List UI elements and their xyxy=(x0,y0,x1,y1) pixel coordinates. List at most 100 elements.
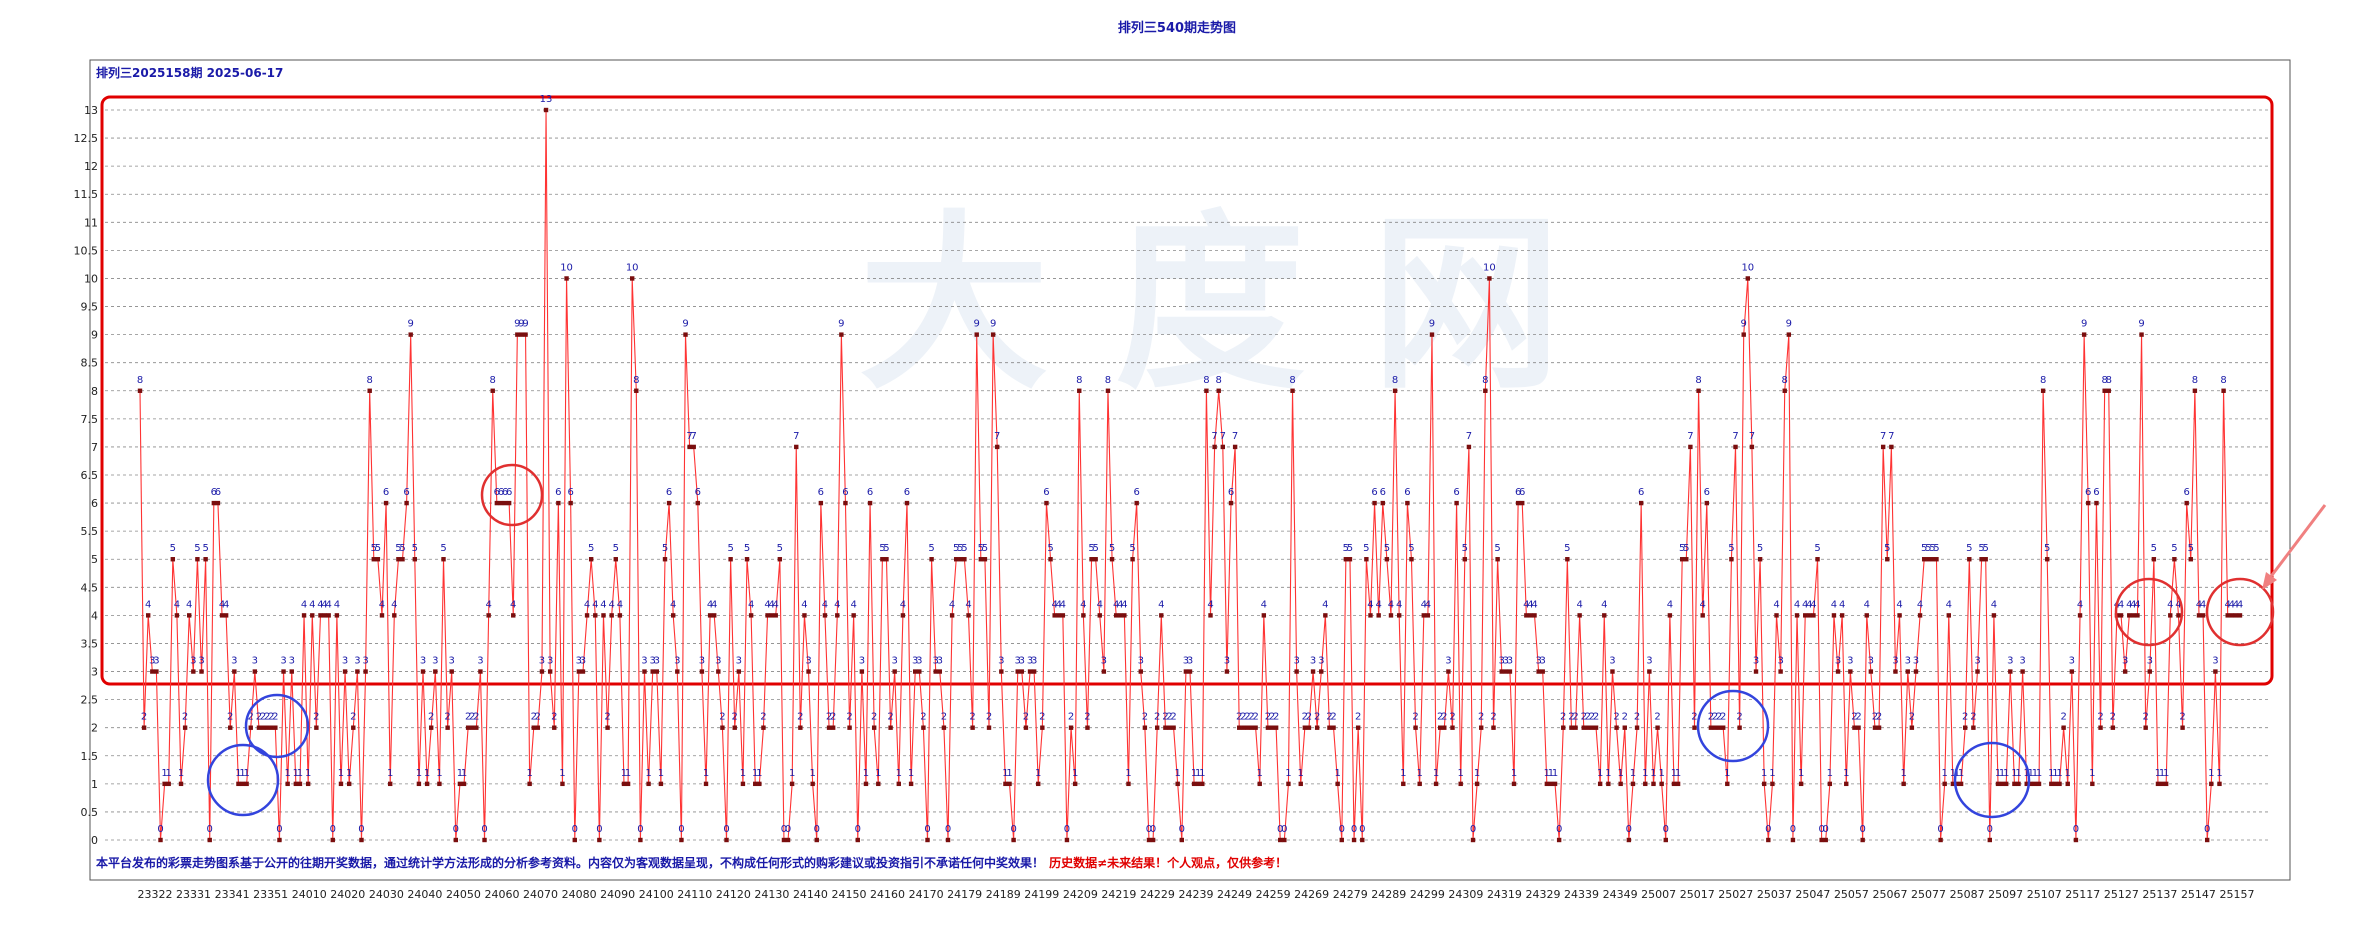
data-point xyxy=(1831,613,1837,618)
data-label: 2 xyxy=(986,712,992,723)
data-label: 1 xyxy=(1671,768,1677,779)
data-label: 7 xyxy=(1732,431,1738,442)
data-label: 6 xyxy=(383,487,389,498)
data-label: 2 xyxy=(264,712,270,723)
x-tick-label: 24349 xyxy=(1603,888,1638,901)
data-point xyxy=(904,500,910,506)
data-label: 5 xyxy=(1047,543,1053,554)
data-label: 1 xyxy=(1769,768,1775,779)
data-label: 8 xyxy=(1782,375,1788,386)
data-point xyxy=(1589,725,1595,730)
data-label: 4 xyxy=(145,599,151,610)
x-tick-label: 23331 xyxy=(176,888,211,901)
data-label: 5 xyxy=(744,543,750,554)
data-point xyxy=(1179,837,1184,843)
data-point xyxy=(482,837,487,843)
data-point xyxy=(1975,669,1980,674)
data-point xyxy=(404,500,409,506)
data-label: 3 xyxy=(1138,656,1144,667)
data-label: 0 xyxy=(1359,824,1365,835)
x-tick-label: 24199 xyxy=(1024,888,1059,901)
data-label: 5 xyxy=(1983,543,1989,554)
data-label: 4 xyxy=(1531,599,1537,610)
data-point xyxy=(162,781,167,787)
data-point xyxy=(486,613,491,618)
data-label: 8 xyxy=(367,375,373,386)
data-point xyxy=(187,613,192,618)
data-label: 6 xyxy=(2093,487,2099,498)
data-point xyxy=(687,444,692,450)
data-label: 2 xyxy=(1560,712,1566,723)
data-label: 3 xyxy=(280,656,286,667)
data-label: 9 xyxy=(974,319,980,330)
data-label: 1 xyxy=(387,768,393,779)
data-label: 3 xyxy=(1507,656,1513,667)
data-point xyxy=(1351,837,1357,843)
data-point xyxy=(1696,388,1701,393)
data-point xyxy=(986,725,992,730)
data-point xyxy=(1946,613,1951,618)
data-label: 8 xyxy=(2220,375,2226,386)
data-point xyxy=(642,669,647,674)
data-point xyxy=(1093,557,1098,562)
y-tick-label: 0 xyxy=(91,834,98,847)
data-label: 1 xyxy=(1548,768,1554,779)
data-label: 3 xyxy=(1027,656,1033,667)
data-label: 7 xyxy=(1880,431,1886,442)
data-point xyxy=(995,444,1000,450)
data-point xyxy=(1671,781,1677,787)
data-label: 2 xyxy=(1712,712,1718,723)
data-point xyxy=(1860,837,1865,843)
data-label: 3 xyxy=(362,656,368,667)
data-point xyxy=(174,613,180,618)
data-point xyxy=(1876,725,1882,730)
data-point xyxy=(182,725,188,730)
x-tick-label: 24329 xyxy=(1526,888,1561,901)
data-point xyxy=(765,613,770,618)
data-label: 3 xyxy=(736,656,742,667)
data-point xyxy=(1183,669,1189,674)
x-tick-label: 25057 xyxy=(1834,888,1869,901)
series-trend-line xyxy=(137,107,2243,843)
data-point xyxy=(1257,781,1262,787)
data-point xyxy=(1446,669,1451,674)
data-label: 1 xyxy=(2032,768,2038,779)
data-label: 3 xyxy=(190,656,196,667)
data-point xyxy=(1253,725,1258,730)
data-point xyxy=(580,669,586,674)
data-point xyxy=(588,557,594,562)
data-label: 1 xyxy=(2011,768,2017,779)
data-point xyxy=(1606,781,1611,787)
data-point xyxy=(720,725,725,730)
data-label: 2 xyxy=(2060,712,2066,723)
data-label: 2 xyxy=(760,712,766,723)
data-label: 0 xyxy=(481,824,487,835)
data-point xyxy=(1241,725,1246,730)
data-label: 0 xyxy=(1470,824,1476,835)
data-label: 4 xyxy=(949,599,955,610)
data-point xyxy=(1999,781,2005,787)
data-label: 3 xyxy=(2069,656,2075,667)
data-label: 5 xyxy=(194,543,200,554)
data-point xyxy=(593,613,598,618)
data-point xyxy=(1556,837,1562,843)
data-label: 2 xyxy=(871,712,877,723)
data-point xyxy=(1003,781,1008,787)
data-point xyxy=(1064,837,1070,843)
data-label: 3 xyxy=(432,656,438,667)
data-point xyxy=(1675,781,1681,787)
data-label: 2 xyxy=(227,712,233,723)
data-point xyxy=(1712,725,1718,730)
data-point xyxy=(839,332,844,337)
data-label: 1 xyxy=(1334,768,1340,779)
data-label: 3 xyxy=(1753,656,1759,667)
data-point xyxy=(1848,669,1853,674)
data-point xyxy=(1507,669,1513,674)
data-point xyxy=(1991,613,1997,618)
data-point xyxy=(1220,444,1226,450)
data-label: 0 xyxy=(1790,824,1796,835)
data-point xyxy=(2131,613,2136,618)
data-point xyxy=(835,613,840,618)
data-point xyxy=(1491,725,1496,730)
data-point xyxy=(937,669,942,674)
